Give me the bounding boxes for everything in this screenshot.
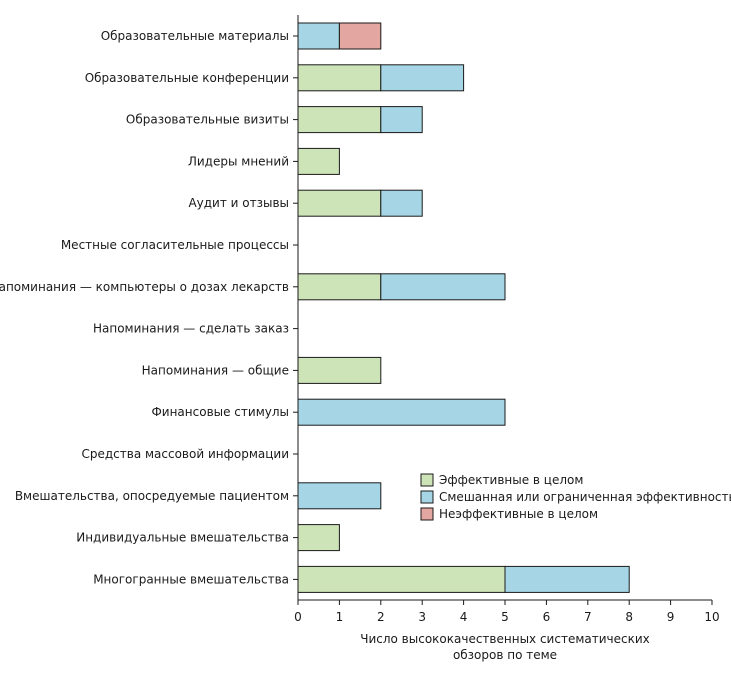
category-label: Образовательные материалы xyxy=(101,29,289,43)
category-label: Напоминания — общие xyxy=(142,363,289,377)
legend-label: Неэффективные в целом xyxy=(439,507,598,521)
category-label: Напоминания — компьютеры о дозах лекарст… xyxy=(0,280,289,294)
bar-13-series-1 xyxy=(297,524,340,552)
x-axis-title-line: Число высококачественных систематических xyxy=(360,632,650,646)
bar-5-series-2 xyxy=(380,189,423,217)
labels-layer: Образовательные материалы Образовательные… xyxy=(0,29,720,662)
x-tick-label: 0 xyxy=(294,610,302,624)
bar-14-series-2 xyxy=(504,565,630,593)
legend-label: Смешанная или ограниченная эффективность xyxy=(439,490,731,504)
x-axis-title-line: обзоров по теме xyxy=(453,648,557,662)
bar-5-series-1 xyxy=(297,189,382,217)
bar-4-series-1 xyxy=(297,147,340,175)
x-tick-label: 2 xyxy=(377,610,385,624)
legend-swatch xyxy=(420,507,434,521)
x-tick-label: 9 xyxy=(667,610,675,624)
bar-7-series-2 xyxy=(380,273,506,301)
axes-layer xyxy=(293,15,713,605)
bars-layer xyxy=(297,22,630,593)
category-label: Средства массовой информации xyxy=(81,447,289,461)
legend: Эффективные в целом Смешанная или огранич… xyxy=(420,473,731,521)
bar-3-series-1 xyxy=(297,106,382,134)
category-label: Индивидуальные вмешательства xyxy=(76,531,289,545)
x-tick-label: 5 xyxy=(501,610,509,624)
category-label: Аудит и отзывы xyxy=(188,196,289,210)
category-label: Лидеры мнений xyxy=(188,154,289,168)
category-label: Многогранные вмешательства xyxy=(93,572,289,586)
bar-2-series-2 xyxy=(380,64,465,92)
bar-3-series-2 xyxy=(380,106,423,134)
x-tick-label: 10 xyxy=(704,610,719,624)
x-tick-label: 8 xyxy=(625,610,633,624)
bar-10-series-2 xyxy=(297,398,506,426)
legend-label: Эффективные в целом xyxy=(439,473,583,487)
x-tick-label: 1 xyxy=(336,610,344,624)
x-tick-label: 6 xyxy=(543,610,551,624)
category-label: Финансовые стимулы xyxy=(151,405,289,419)
category-label: Вмешательства, опосредуемые пациентом xyxy=(15,489,289,503)
bar-2-series-1 xyxy=(297,64,382,92)
bar-12-series-2 xyxy=(297,482,382,510)
bar-1-series-3 xyxy=(338,22,382,50)
legend-swatch xyxy=(420,490,434,504)
x-tick-label: 3 xyxy=(418,610,426,624)
category-label: Местные согласительные процессы xyxy=(61,238,289,252)
bar-9-series-1 xyxy=(297,356,382,384)
legend-swatch xyxy=(420,473,434,487)
bar-14-series-1 xyxy=(297,565,506,593)
bar-7-series-1 xyxy=(297,273,382,301)
bar-1-series-2 xyxy=(297,22,340,50)
category-label: Образовательные визиты xyxy=(126,113,289,127)
x-tick-label: 7 xyxy=(584,610,592,624)
x-tick-label: 4 xyxy=(460,610,468,624)
category-label: Напоминания — сделать заказ xyxy=(93,322,289,336)
category-label: Образовательные конференции xyxy=(85,71,289,85)
